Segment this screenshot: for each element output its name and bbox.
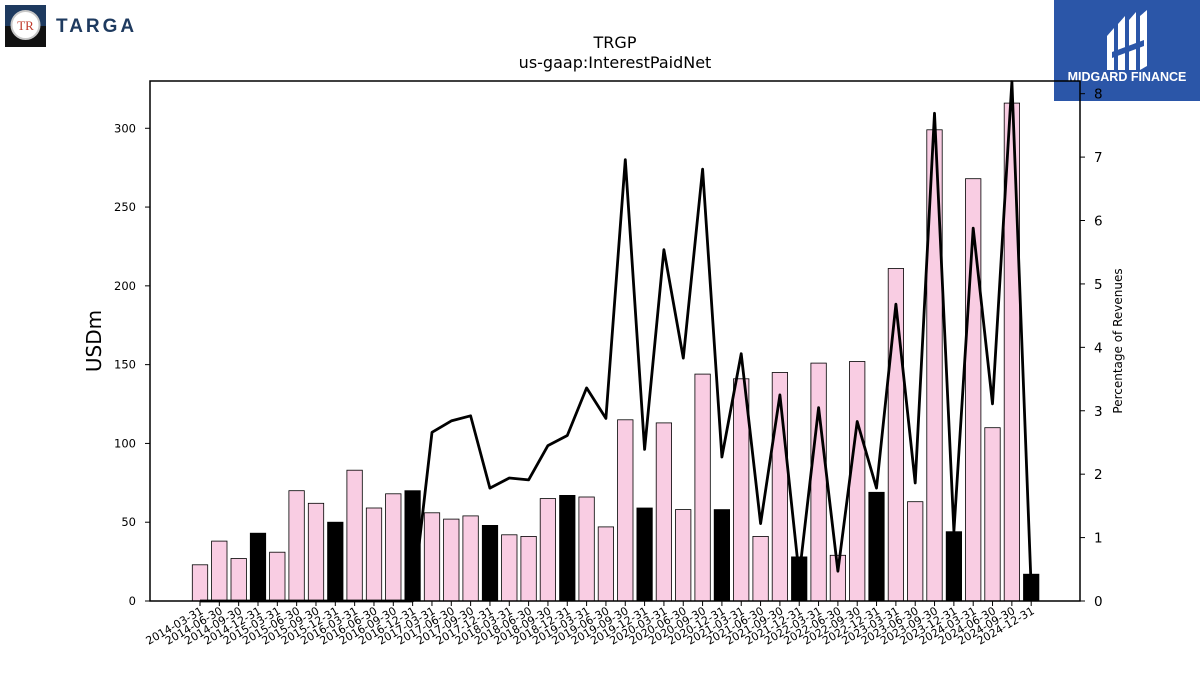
bar-2019-03-31 bbox=[578, 496, 595, 602]
bar-2023-12-31 bbox=[945, 531, 963, 602]
bar-2022-12-31 bbox=[868, 491, 885, 602]
bar-2019-06-30 bbox=[597, 526, 615, 602]
bar-2017-06-30 bbox=[443, 518, 460, 602]
y-tick-label: 150 bbox=[114, 358, 136, 372]
bar-2017-03-31 bbox=[423, 512, 441, 602]
y-tick-label: 100 bbox=[114, 436, 136, 450]
targa-logo: TR TARGA bbox=[5, 5, 165, 47]
y-right-tick-label: 8 bbox=[1094, 87, 1103, 103]
bar-2015-06-30 bbox=[288, 490, 305, 602]
bar-2023-06-30 bbox=[907, 501, 924, 602]
plot-frame bbox=[149, 80, 1081, 602]
y-tick-label: 200 bbox=[114, 279, 136, 293]
bar-2023-03-31 bbox=[887, 268, 905, 602]
bar-2015-09-30 bbox=[307, 502, 325, 602]
bar-2016-06-30 bbox=[365, 507, 383, 602]
bar-2022-09-30 bbox=[849, 361, 866, 602]
bar-2024-06-30 bbox=[984, 427, 1001, 602]
bar-2021-06-30 bbox=[752, 536, 769, 602]
bar-2015-12-31 bbox=[327, 521, 344, 602]
bar-2018-03-31 bbox=[501, 534, 518, 602]
y-right-tick-label: 2 bbox=[1094, 467, 1103, 483]
bar-2018-12-31 bbox=[559, 494, 576, 602]
y-right-tick-label: 3 bbox=[1094, 404, 1103, 420]
bar-2014-09-30 bbox=[230, 558, 247, 602]
y-axis-right: 0 1 2 3 4 5 6 7 8 bbox=[1080, 87, 1103, 610]
y-right-tick-label: 1 bbox=[1094, 531, 1103, 547]
y-axis-right-label: Percentage of Revenues bbox=[1111, 268, 1125, 413]
chart-subtitle: us-gaap:InterestPaidNet bbox=[519, 53, 712, 72]
bar-2019-09-30 bbox=[617, 419, 634, 602]
targa-logo-text: TARGA bbox=[56, 16, 137, 37]
y-tick-label: 50 bbox=[121, 515, 136, 529]
bar-series bbox=[191, 102, 1040, 602]
bar-2020-09-30 bbox=[694, 373, 711, 602]
y-right-tick-label: 0 bbox=[1094, 594, 1103, 610]
bar-2022-03-31 bbox=[810, 362, 827, 602]
bar-2016-09-30 bbox=[385, 493, 402, 602]
y-axis-left: 0 50 100 150 200 250 300 bbox=[114, 121, 150, 608]
bar-2018-09-30 bbox=[539, 498, 557, 602]
midgard-logo-text: MIDGARD FINANCE bbox=[1068, 70, 1187, 84]
y-right-tick-label: 6 bbox=[1094, 214, 1103, 230]
bar-2014-03-31 bbox=[191, 564, 209, 602]
y-right-tick-label: 7 bbox=[1094, 150, 1103, 166]
chart-title: TRGP bbox=[593, 33, 637, 52]
bar-2019-12-31 bbox=[636, 507, 653, 602]
midgard-finance-logo: MIDGARD FINANCE bbox=[1054, 0, 1200, 101]
bar-2016-03-31 bbox=[346, 469, 363, 602]
bar-2020-12-31 bbox=[713, 509, 731, 602]
line-series-path bbox=[200, 80, 1033, 603]
midgard-logo-icon bbox=[1107, 10, 1147, 70]
bar-2014-12-31 bbox=[249, 532, 267, 602]
x-axis: 2014-03-312014-06-302014-09-302014-12-31… bbox=[144, 601, 1037, 648]
bar-2017-12-31 bbox=[481, 525, 499, 602]
bar-2020-03-31 bbox=[655, 422, 673, 602]
targa-logo-mark: TR bbox=[17, 18, 34, 33]
bar-2017-09-30 bbox=[462, 515, 479, 602]
y-tick-label: 250 bbox=[114, 200, 136, 214]
y-tick-label: 0 bbox=[129, 594, 136, 608]
bar-2020-06-30 bbox=[675, 509, 692, 602]
bar-2014-06-30 bbox=[211, 540, 228, 602]
bar-2015-03-31 bbox=[269, 551, 286, 602]
line-series bbox=[200, 80, 1033, 603]
y-right-tick-label: 5 bbox=[1094, 277, 1103, 293]
y-tick-label: 300 bbox=[114, 121, 136, 135]
targa-logo-circle bbox=[10, 10, 41, 40]
y-right-tick-label: 4 bbox=[1094, 340, 1103, 356]
y-axis-label: USDm bbox=[82, 310, 106, 372]
bar-2018-06-30 bbox=[520, 536, 537, 602]
